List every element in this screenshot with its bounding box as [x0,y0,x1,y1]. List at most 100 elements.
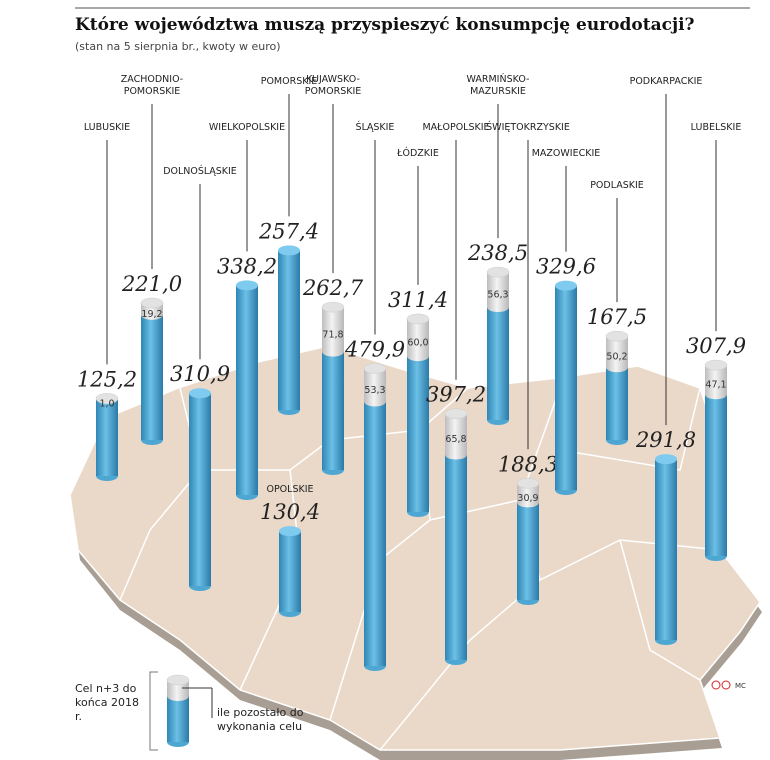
cylinder-top [140,297,164,309]
cylinder-body [705,365,727,556]
cylinder-top [406,313,430,325]
category-label: KUJAWSKO-POMORSKIE [304,74,362,97]
cylinder-body [279,531,301,612]
remaining-boundary [364,396,386,407]
cylinder-top [189,388,211,399]
remaining-label: 53,3 [364,385,385,396]
remaining-part [322,307,344,352]
remaining-part [487,272,509,308]
category-label: PODLASKIE [590,180,644,191]
remaining-boundary [322,346,344,357]
category-label: POMORSKIE [260,76,318,87]
cylinder-top [279,526,301,537]
cylinder-body [445,413,467,660]
remaining-part [364,368,386,402]
remaining-boundary [606,362,628,373]
value-label: 188,3 [498,452,558,476]
remaining-label: 50,2 [606,352,627,363]
cylinder-top [321,301,345,313]
value-label: 307,9 [686,334,746,358]
cylinder-top [486,266,510,278]
cylinder-body [555,285,577,490]
cylinder-top [516,478,540,489]
value-label: 238,5 [467,241,528,265]
legend-bracket [149,671,158,751]
cylinder-body [189,393,211,586]
value-label: 311,4 [388,288,448,312]
value-label: 167,5 [587,305,647,329]
category-label: ŚWIĘTOKRZYSKIE [486,122,570,133]
remaining-label: 65,8 [445,434,466,445]
remaining-label: 56,3 [487,290,508,301]
category-label: ZACHODNIO-POMORSKIE [120,74,184,97]
cylinder-top [278,245,300,256]
credit: MC [735,682,746,690]
category-label: ŚLĄSKIE [355,122,395,133]
value-label: 329,6 [536,255,596,279]
value-label: 130,4 [260,500,320,524]
value-label: 257,4 [258,219,319,243]
value-label: 262,7 [302,276,364,300]
cylinder-top [363,363,387,374]
remaining-boundary [487,302,509,313]
category-label: MAZOWIECKIE [531,148,601,159]
category-label: LUBELSKIE [690,122,742,133]
remaining-part [407,318,429,357]
value-label: 310,9 [170,362,230,386]
remaining-label: 60,0 [407,338,428,349]
remaining-boundary [517,497,539,508]
cylinder-top [444,408,468,419]
category-label: LUBUSKIE [83,122,131,133]
remaining-part [517,483,539,503]
category-label: WIELKOPOLSKIE [208,122,286,133]
category-label: MAŁOPOLSKIE [422,122,490,133]
cylinder-body [407,318,429,512]
value-label: 338,2 [217,254,277,278]
remaining-part [606,336,628,368]
category-label: OPOLSKIE [266,484,314,495]
legend-top [166,674,190,686]
remaining-label: 30,9 [517,493,538,504]
cylinder-top [605,330,629,342]
remaining-part [445,413,467,455]
cylinder-body [517,483,539,600]
remaining-part [705,365,727,395]
cylinder-body [141,302,163,440]
cylinder-body [278,250,300,410]
legend-label: Cel n+3 do końca 2018 r. [75,682,139,723]
cylinder-top [95,393,119,404]
cylinder-top [236,280,258,291]
legend-label: ile pozostało do wykonania celu [217,706,304,733]
credit-icon [721,680,731,690]
cylinder-top [704,359,728,371]
chart-title: Które województwa muszą przyspieszyć kon… [75,15,695,35]
chart-subtitle: (stan na 5 sierpnia br., kwoty w euro) [75,40,281,53]
cylinder-body [364,368,386,666]
value-label: 397,2 [426,383,486,407]
remaining-boundary [445,449,467,460]
credit-icon [711,680,721,690]
category-label: ŁÓDZKIE [397,148,439,159]
category-label: DOLNOŚLĄSKIE [163,166,237,177]
cylinder-body [655,459,677,640]
remaining-label: 1,0 [99,399,114,410]
value-label: 479,9 [344,337,405,361]
cylinder-top [655,454,677,465]
value-label: 291,8 [635,428,696,452]
cylinder-body [96,398,118,476]
cylinder-body [236,285,258,495]
remaining-label: 47,1 [705,380,726,391]
remaining-label: 19,2 [141,309,162,320]
remaining-boundary [407,351,429,362]
category-label: PODKARPACKIE [629,76,703,87]
value-label: 221,0 [121,272,182,296]
category-label: WARMIŃSKO-MAZURSKIE [466,74,530,97]
value-label: 125,2 [77,367,137,391]
remaining-boundary [141,309,163,320]
remaining-boundary [705,389,727,400]
cylinder-top [555,280,577,291]
remaining-part [141,302,163,315]
remaining-label: 71,8 [322,329,343,340]
legend-boundary [167,691,189,701]
